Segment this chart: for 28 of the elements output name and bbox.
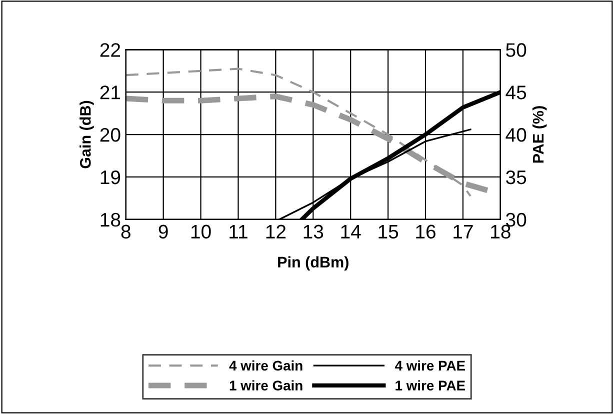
y-tick-label: 20 bbox=[100, 128, 120, 142]
y-tick-label: 21 bbox=[100, 86, 120, 100]
x-tick-label: 14 bbox=[341, 224, 361, 238]
x-tick-label: 9 bbox=[158, 224, 168, 239]
y2-tick-label: 50 bbox=[506, 43, 526, 57]
legend-label: 4 wire PAE bbox=[394, 360, 465, 371]
legend-label: 1 wire Gain bbox=[230, 380, 302, 390]
x-tick-label: 12 bbox=[266, 224, 286, 238]
legend-label: 4 wire Gain bbox=[229, 360, 302, 371]
y2-axis-title: PAE (%) bbox=[532, 106, 547, 163]
y-tick-label: 19 bbox=[100, 170, 120, 184]
x-tick-label: 15 bbox=[378, 224, 398, 239]
x-tick-label: 17 bbox=[454, 224, 473, 238]
y-axis-title: Gain (dB) bbox=[80, 100, 94, 168]
x-tick-label: 10 bbox=[191, 224, 211, 239]
x-axis-title: Pin (dBm) bbox=[278, 256, 348, 271]
x-tick-label: 13 bbox=[304, 224, 324, 239]
y2-tick-label: 40 bbox=[506, 128, 526, 142]
legend-label: 1 wire PAE bbox=[396, 380, 465, 390]
x-tick-label: 8 bbox=[121, 224, 130, 239]
x-tick-label: 18 bbox=[491, 224, 510, 239]
x-tick-label: 11 bbox=[230, 224, 248, 238]
y-tick-label: 18 bbox=[100, 212, 120, 227]
y2-tick-label: 30 bbox=[506, 212, 526, 227]
y2-tick-label: 45 bbox=[506, 86, 526, 100]
y-tick-label: 22 bbox=[100, 43, 120, 57]
x-tick-label: 16 bbox=[416, 224, 436, 239]
y2-tick-label: 35 bbox=[506, 170, 526, 184]
